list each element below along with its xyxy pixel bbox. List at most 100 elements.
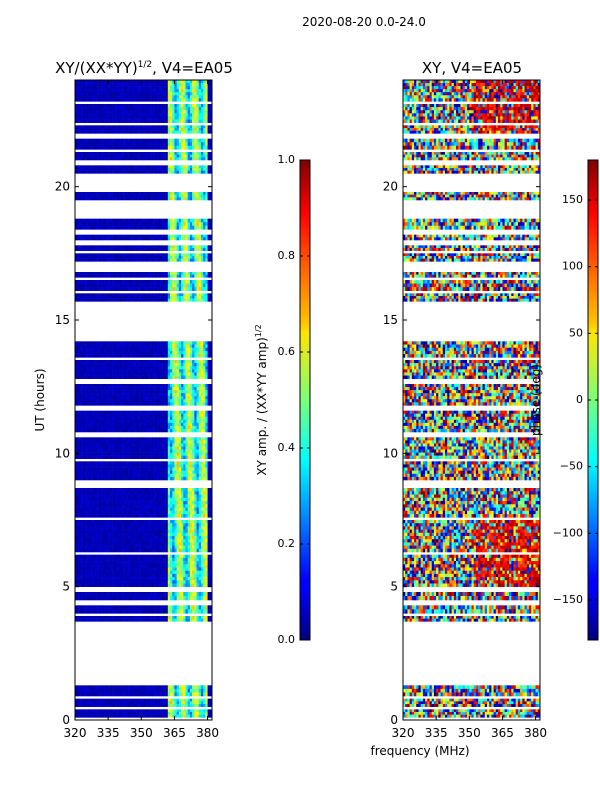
heatmap-cell bbox=[165, 455, 169, 459]
heatmap-cell bbox=[165, 567, 169, 571]
heatmap-cell bbox=[209, 701, 213, 705]
heatmap-cell bbox=[205, 698, 208, 702]
heatmap-cell bbox=[141, 360, 144, 364]
heatmap-cell bbox=[101, 425, 105, 430]
heatmap-cell bbox=[205, 476, 208, 481]
heatmap-cell bbox=[174, 510, 177, 515]
heatmap-cell bbox=[192, 494, 195, 499]
heatmap-cell bbox=[99, 526, 102, 530]
heatmap-cell bbox=[158, 428, 162, 433]
heatmap-cell bbox=[83, 390, 87, 394]
heatmap-cell bbox=[185, 577, 188, 581]
heatmap-cell bbox=[198, 532, 202, 537]
heatmap-cell bbox=[200, 366, 204, 370]
heatmap-cell bbox=[125, 366, 129, 370]
heatmap-cell bbox=[86, 712, 89, 715]
heatmap-cell bbox=[185, 396, 188, 400]
heatmap-cell bbox=[123, 467, 127, 471]
heatmap-cell bbox=[108, 688, 111, 693]
heatmap-cell bbox=[116, 698, 120, 702]
heatmap-cell bbox=[94, 399, 98, 403]
heatmap-cell bbox=[167, 567, 171, 571]
heatmap-cell bbox=[174, 514, 177, 518]
heatmap-cell bbox=[141, 470, 144, 475]
heatmap-cell bbox=[112, 561, 116, 565]
heatmap-cell bbox=[99, 545, 102, 550]
heatmap-cell bbox=[83, 419, 87, 424]
heatmap-cell bbox=[92, 467, 96, 471]
heatmap-cell bbox=[167, 539, 171, 543]
heatmap-cell bbox=[200, 360, 204, 364]
heatmap-cell bbox=[183, 393, 186, 397]
heatmap-cell bbox=[121, 344, 124, 349]
heatmap-cell bbox=[94, 554, 98, 559]
heatmap-cell bbox=[200, 461, 204, 465]
heatmap-cell bbox=[152, 393, 155, 397]
heatmap-cell bbox=[134, 437, 138, 441]
heatmap-cell bbox=[143, 510, 147, 515]
heatmap-cell bbox=[147, 596, 151, 601]
heatmap-cell bbox=[147, 685, 151, 690]
heatmap-cell bbox=[88, 704, 91, 707]
heatmap-cell bbox=[90, 464, 93, 468]
heatmap-cell bbox=[130, 573, 133, 578]
heatmap-cell bbox=[77, 501, 80, 505]
heatmap-cell bbox=[194, 372, 197, 376]
heatmap-cell bbox=[114, 476, 118, 481]
heatmap-cell bbox=[196, 557, 200, 562]
heatmap-cell bbox=[134, 422, 138, 427]
heatmap-cell bbox=[174, 714, 177, 718]
heatmap-cell bbox=[132, 504, 135, 508]
heatmap-cell bbox=[83, 384, 87, 388]
heatmap-cell bbox=[123, 419, 127, 424]
heatmap-cell bbox=[108, 605, 111, 610]
heatmap-cell bbox=[167, 347, 171, 352]
heatmap-cell bbox=[97, 422, 100, 427]
heatmap-cell bbox=[130, 698, 133, 702]
heatmap-cell bbox=[103, 536, 107, 540]
heatmap-cell bbox=[130, 618, 133, 622]
heatmap-cell bbox=[189, 573, 193, 578]
heatmap-cell bbox=[167, 507, 171, 512]
heatmap-cell bbox=[112, 529, 116, 534]
heatmap-cell bbox=[77, 507, 80, 512]
heatmap-cell bbox=[181, 557, 184, 562]
heatmap-cell bbox=[141, 526, 144, 530]
heatmap-cell bbox=[150, 387, 153, 391]
heatmap-cell bbox=[125, 476, 129, 481]
heatmap-cell bbox=[181, 510, 184, 515]
heatmap-cell bbox=[128, 698, 131, 702]
heatmap-cell bbox=[136, 413, 140, 418]
heatmap-cell bbox=[130, 369, 133, 373]
heatmap-cell bbox=[150, 567, 153, 571]
heatmap-cell bbox=[200, 592, 204, 597]
heatmap-cell bbox=[183, 616, 186, 619]
heatmap-cell bbox=[183, 542, 186, 546]
heatmap-cell bbox=[139, 410, 142, 415]
heatmap-cell bbox=[88, 605, 91, 610]
heatmap-cell bbox=[97, 372, 100, 376]
heatmap-cell bbox=[163, 443, 166, 447]
heatmap-cell bbox=[116, 501, 120, 505]
heatmap-cell bbox=[105, 564, 109, 568]
heatmap-cell bbox=[141, 712, 144, 715]
heatmap-cell bbox=[116, 526, 120, 530]
heatmap-cell bbox=[139, 609, 142, 614]
heatmap-cell bbox=[103, 452, 107, 456]
heatmap-cell bbox=[189, 523, 193, 527]
heatmap-cell bbox=[189, 577, 193, 581]
heatmap-cell bbox=[196, 476, 200, 481]
heatmap-cell bbox=[101, 554, 105, 559]
heatmap-cell bbox=[81, 393, 85, 397]
heatmap-cell bbox=[92, 616, 96, 619]
heatmap-cell bbox=[150, 419, 153, 424]
heatmap-cell bbox=[143, 592, 147, 597]
heatmap-cell bbox=[183, 501, 186, 505]
heatmap-cell bbox=[143, 341, 147, 345]
heatmap-cell bbox=[81, 507, 85, 512]
heatmap-cell bbox=[183, 564, 186, 568]
heatmap-cell bbox=[128, 712, 131, 715]
heatmap-cell bbox=[92, 399, 96, 403]
heatmap-cell bbox=[119, 347, 122, 352]
heatmap-cell bbox=[143, 704, 147, 707]
